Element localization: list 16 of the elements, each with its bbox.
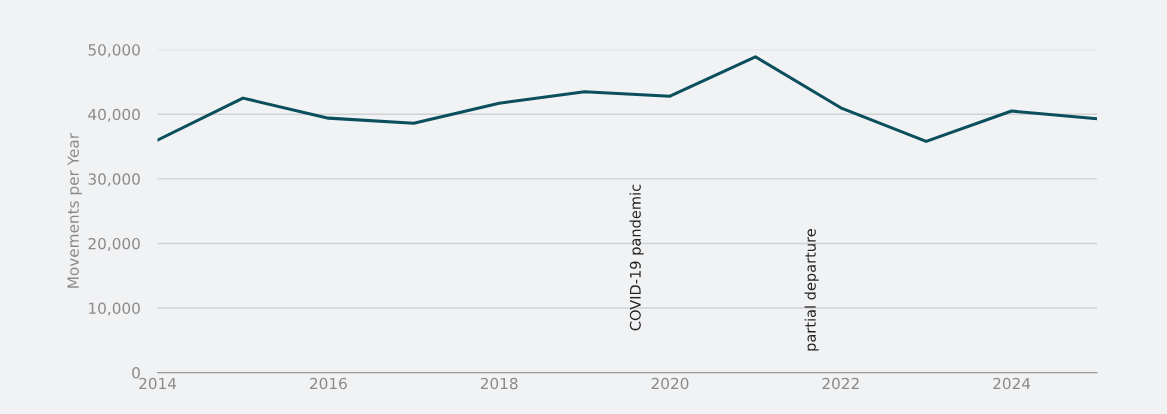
x-tick-label: 2024 [993, 377, 1031, 390]
x-tick-label: 2022 [822, 377, 859, 390]
x-tick-label: 2016 [310, 377, 347, 390]
y-tick-label: 50,000 [88, 44, 140, 58]
line-series [157, 55, 1097, 143]
x-tick-label: 2014 [139, 377, 177, 390]
y-axis-title: Movements per Year [67, 132, 82, 288]
y-tick-label: 10,000 [89, 302, 140, 316]
y-tick-label: 40,000 [88, 108, 140, 122]
annotation: COVID-19 pandemic [629, 184, 644, 331]
x-tick-label: 2018 [480, 377, 518, 390]
annotation: partial departure [804, 229, 819, 351]
x-tick-label: 2020 [651, 377, 689, 390]
y-tick-label: 30,000 [88, 173, 140, 187]
y-tick-label: 20,000 [88, 237, 140, 252]
y-tick-label: 0 [132, 367, 140, 379]
